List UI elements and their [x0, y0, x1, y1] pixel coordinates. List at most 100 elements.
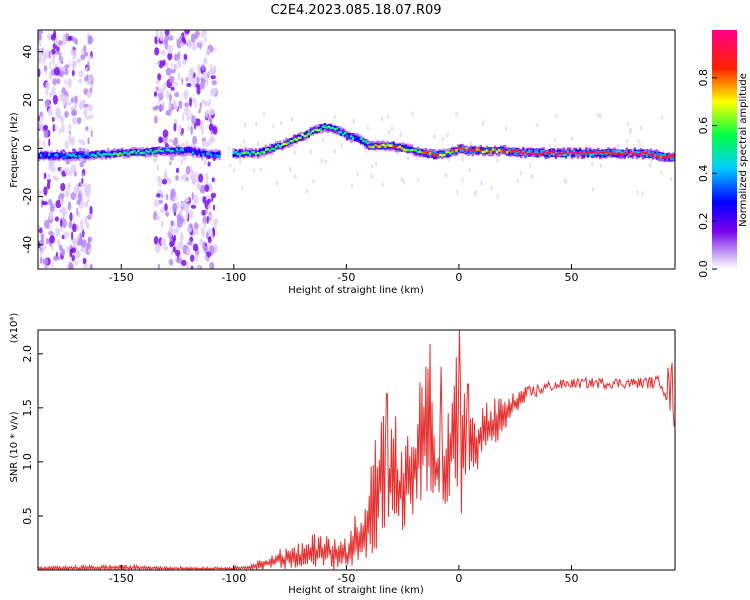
- colorbar-ticks: 0.0 0.2 0.4 0.6 0.8: [697, 69, 717, 278]
- spectrogram-ridge-cell: [402, 148, 405, 151]
- spectrogram-ridge-cell: [540, 152, 543, 156]
- spectrogram-noise-blob: [192, 243, 199, 252]
- spectrogram-ridge-cell: [293, 138, 296, 143]
- spectrogram-noise-blob: [206, 215, 209, 224]
- spectrogram-noise-blob: [201, 32, 205, 38]
- spectrogram-ridge-cell: [483, 147, 487, 152]
- spectrogram-ridge-cell: [84, 152, 87, 155]
- spectrogram-noise-blob: [48, 230, 54, 236]
- spectrogram-noise-blob: [89, 205, 93, 215]
- spectrogram-ridge-cell: [329, 126, 333, 130]
- spectrogram-ridge-cell: [273, 147, 276, 151]
- spectrogram-ridge-cell: [564, 151, 568, 154]
- spectrogram-ridge-cell: [360, 137, 363, 141]
- spectrogram-ridge-cell: [631, 152, 634, 155]
- spectrogram-ridge-cell: [609, 149, 612, 155]
- spectrogram-noise-blob: [370, 173, 373, 179]
- spectrogram-ridge-cell: [40, 153, 43, 157]
- spectrogram-noise-blob: [207, 161, 211, 167]
- spectrogram-noise-blob: [168, 75, 175, 84]
- spectrogram-noise-blob: [81, 172, 85, 177]
- spectrogram-noise-blob: [172, 202, 178, 213]
- spectrogram-ridge-cell: [173, 149, 177, 153]
- spectrogram-noise-blob: [44, 219, 50, 229]
- spectrogram-ridge-cell: [110, 151, 114, 156]
- spectrogram-ridge-cell: [46, 154, 49, 158]
- spectrogram-noise-blob: [154, 36, 158, 45]
- spectrogram-y-tick-label: -20: [21, 188, 34, 206]
- spectrogram-ridge-cell: [633, 152, 636, 155]
- spectrogram-ridge-cell: [167, 149, 171, 154]
- spectrogram-ridge-cell: [670, 156, 673, 161]
- spectrogram-ridge-cell: [68, 154, 71, 159]
- spectrogram-ridge-cell: [305, 134, 308, 137]
- spectrogram-ridge-cell: [451, 150, 454, 153]
- spectrogram-ridge-cell: [392, 141, 395, 148]
- spectrogram-noise-blob: [66, 101, 72, 106]
- spectrogram-noise-blob: [200, 99, 207, 105]
- spectrogram-ridge-cell: [362, 139, 365, 143]
- spectrogram-noise-blob: [173, 196, 177, 202]
- spectrogram-ridge-cell: [576, 151, 580, 155]
- spectrogram-noise-blob: [87, 39, 92, 45]
- spectrogram-ridge-cell: [356, 135, 359, 139]
- spectrogram-noise-blob: [481, 120, 485, 126]
- spectrogram-ridge-cell: [147, 150, 150, 154]
- spectrogram-noise-blob: [390, 126, 394, 132]
- spectrogram-noise-blob: [78, 212, 81, 218]
- spectrogram-noise-blob: [172, 246, 176, 253]
- spectrogram-noise-blob: [39, 239, 45, 246]
- spectrogram-noise-blob: [536, 122, 539, 128]
- spectrogram-noise-blob: [209, 108, 215, 116]
- spectrogram-ridge-cell: [364, 140, 367, 143]
- spectrogram-noise-blob: [69, 212, 73, 222]
- spectrogram-noise-blob: [182, 59, 187, 66]
- spectrogram-ridge-cell: [135, 149, 138, 153]
- spectrogram-ridge-cell: [121, 153, 124, 156]
- spectrogram-ridge-cell: [664, 153, 667, 157]
- spectrogram-noise-blob: [165, 211, 170, 217]
- spectrogram-noise-blob: [76, 117, 82, 125]
- spectrogram-noise-blob: [194, 98, 197, 109]
- spectrogram-ridge-cell: [303, 135, 306, 138]
- spectrogram-noise-blob: [571, 135, 574, 141]
- spectrogram-noise-blob: [58, 128, 61, 135]
- spectrogram-noise-blob: [185, 140, 189, 147]
- spectrogram-ridge-cell: [664, 156, 667, 159]
- spectrogram-noise-blob: [254, 121, 258, 127]
- spectrogram-ridge-cell: [666, 156, 669, 159]
- spectrogram-ridge-cell: [372, 145, 375, 149]
- spectrogram-ridge-cell: [192, 151, 195, 154]
- spectrogram-noise-blob: [86, 198, 90, 203]
- spectrogram-noise-blob: [59, 199, 65, 205]
- spectrogram-ridge-cell: [54, 153, 57, 157]
- spectrogram-noise-blob: [178, 125, 183, 133]
- spectrogram-noise-blob: [474, 189, 477, 195]
- spectrogram-ridge-cell: [435, 154, 438, 157]
- spectrogram-noise-blob: [259, 167, 263, 173]
- spectrogram-ridge-cell: [234, 151, 237, 154]
- spectrogram-noise-blob: [232, 167, 236, 173]
- spectrogram-noise-blob: [180, 157, 183, 166]
- spectrogram-ridge-cell: [293, 137, 296, 141]
- spectrogram-ridge-cell: [76, 152, 79, 156]
- spectrogram-ridge-cell: [655, 155, 659, 159]
- spectrogram-ridge-cell: [102, 152, 106, 156]
- spectrogram-noise-blob: [194, 253, 199, 262]
- spectrogram-ridge-cell: [364, 142, 367, 146]
- spectrogram-ridge-cell: [463, 149, 466, 152]
- spectrogram-noise-blob: [519, 170, 523, 176]
- spectrogram-noise-blob: [52, 55, 55, 66]
- spectrogram-noise-blob: [210, 192, 217, 199]
- spectrogram-noise-blob: [54, 256, 61, 261]
- spectrogram-noise-blob: [88, 104, 93, 112]
- spectrogram-noise-blob: [43, 124, 49, 131]
- spectrogram-ridge-cell: [297, 134, 300, 139]
- spectrogram-ridge-cell: [354, 136, 357, 139]
- spectrogram-noise-blob: [51, 117, 55, 122]
- spectrogram-noise-blob: [51, 48, 56, 55]
- spectrogram-ridge-cell: [200, 151, 203, 154]
- spectrogram-noise-blob: [175, 249, 181, 257]
- spectrogram-ridge-cell: [183, 148, 187, 151]
- spectrogram-noise-blob: [380, 116, 384, 122]
